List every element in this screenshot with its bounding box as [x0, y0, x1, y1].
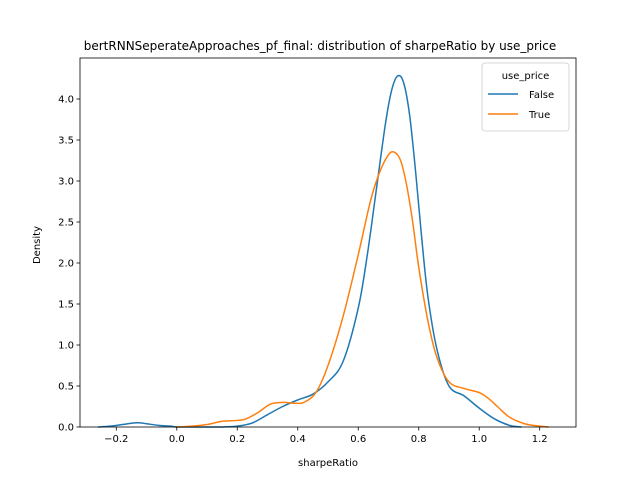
- plot-frame: [79, 57, 577, 428]
- y-tick-label: 1.0: [58, 341, 74, 352]
- y-tick-label: 0.5: [58, 382, 74, 393]
- y-tick-label: 2.0: [58, 259, 74, 270]
- y-axis-label: Density: [32, 226, 43, 264]
- legend-label-false: False: [529, 90, 554, 101]
- x-tick-label: 1.2: [532, 434, 548, 445]
- chart-title: bertRNNSeperateApproaches_pf_final: dist…: [84, 39, 557, 53]
- x-tick-label: 0.4: [290, 434, 306, 445]
- legend-label-true: True: [528, 110, 550, 121]
- y-tick-label: 0.0: [58, 423, 74, 434]
- y-tick-label: 1.5: [58, 300, 74, 311]
- y-tick-label: 3.5: [58, 136, 74, 147]
- legend-items: False True: [488, 90, 554, 121]
- y-tick-label: 3.0: [58, 177, 74, 188]
- series-line-false: [98, 74, 522, 428]
- legend: use_price False True: [481, 62, 570, 132]
- x-axis-label: sharpeRatio: [298, 458, 358, 469]
- x-tick-label: 0.6: [350, 434, 366, 445]
- x-axis: −0.2 0.0 0.2 0.4 0.6 0.8 1.0 1.2: [104, 427, 548, 445]
- y-tick-label: 2.5: [58, 218, 74, 229]
- series-line-true: [176, 151, 549, 428]
- y-axis: 0.0 0.5 1.0 1.5 2.0 2.5 3.0 3.5 4.0: [58, 95, 80, 434]
- series-lines: [98, 74, 549, 428]
- x-tick-label: 0.8: [411, 434, 427, 445]
- x-tick-label: 1.0: [471, 434, 487, 445]
- x-tick-label: 0.2: [229, 434, 245, 445]
- x-tick-label: 0.0: [169, 434, 185, 445]
- y-tick-label: 4.0: [58, 95, 74, 106]
- legend-title: use_price: [502, 71, 550, 82]
- x-tick-label: −0.2: [104, 434, 128, 445]
